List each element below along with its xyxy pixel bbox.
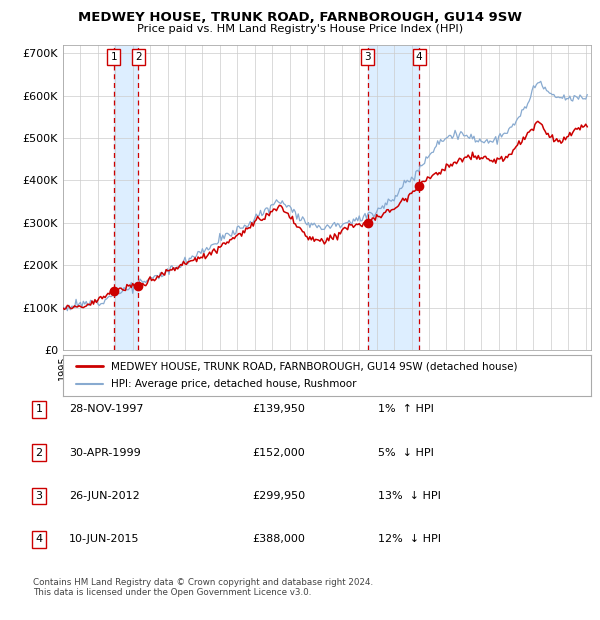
Text: 1: 1: [110, 52, 117, 62]
Text: £139,950: £139,950: [252, 404, 305, 414]
Text: 10-JUN-2015: 10-JUN-2015: [69, 534, 139, 544]
Text: 2: 2: [35, 448, 43, 458]
Bar: [114, 45, 139, 350]
Text: 4: 4: [416, 52, 422, 62]
Text: 1%  ↑ HPI: 1% ↑ HPI: [378, 404, 434, 414]
Text: 5%  ↓ HPI: 5% ↓ HPI: [378, 448, 434, 458]
Text: £299,950: £299,950: [252, 491, 305, 501]
Text: Contains HM Land Registry data © Crown copyright and database right 2024.
This d: Contains HM Land Registry data © Crown c…: [33, 578, 373, 597]
Text: 30-APR-1999: 30-APR-1999: [69, 448, 141, 458]
Text: £152,000: £152,000: [252, 448, 305, 458]
Bar: [368, 45, 419, 350]
Text: 28-NOV-1997: 28-NOV-1997: [69, 404, 143, 414]
Text: 26-JUN-2012: 26-JUN-2012: [69, 491, 140, 501]
Text: 2: 2: [135, 52, 142, 62]
Text: MEDWEY HOUSE, TRUNK ROAD, FARNBOROUGH, GU14 9SW (detached house): MEDWEY HOUSE, TRUNK ROAD, FARNBOROUGH, G…: [110, 361, 517, 371]
Text: 4: 4: [35, 534, 43, 544]
Text: 3: 3: [35, 491, 43, 501]
Text: 12%  ↓ HPI: 12% ↓ HPI: [378, 534, 441, 544]
Text: 13%  ↓ HPI: 13% ↓ HPI: [378, 491, 441, 501]
Text: HPI: Average price, detached house, Rushmoor: HPI: Average price, detached house, Rush…: [110, 379, 356, 389]
Text: MEDWEY HOUSE, TRUNK ROAD, FARNBOROUGH, GU14 9SW: MEDWEY HOUSE, TRUNK ROAD, FARNBOROUGH, G…: [78, 11, 522, 24]
Text: 1: 1: [35, 404, 43, 414]
Text: Price paid vs. HM Land Registry's House Price Index (HPI): Price paid vs. HM Land Registry's House …: [137, 24, 463, 33]
Text: 3: 3: [364, 52, 371, 62]
Text: £388,000: £388,000: [252, 534, 305, 544]
